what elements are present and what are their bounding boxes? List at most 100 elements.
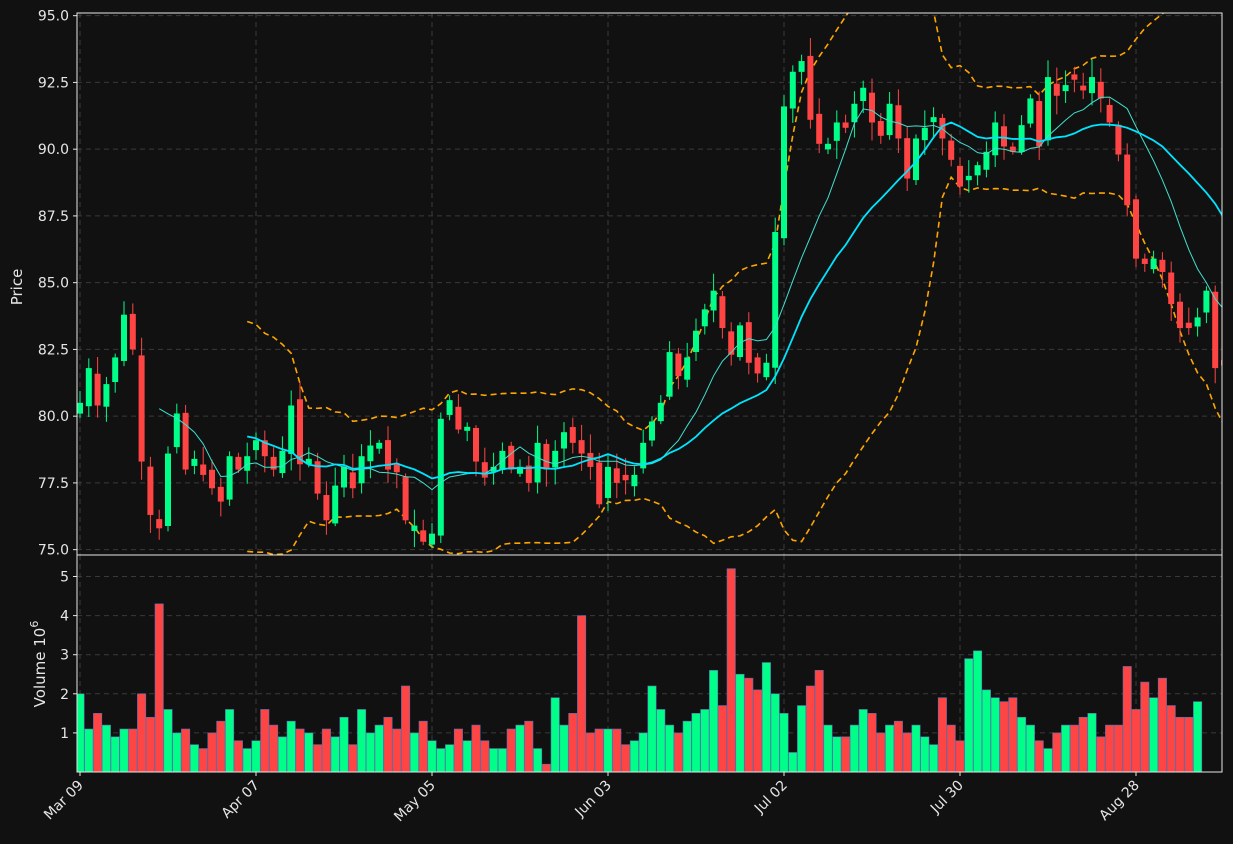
- candle-body: [895, 105, 902, 139]
- candle: [763, 353, 770, 381]
- candle-body: [710, 290, 717, 311]
- volume-bar: [128, 728, 138, 772]
- candle: [1027, 94, 1034, 128]
- volume-panel-frame: [76, 554, 1223, 773]
- candle: [772, 217, 779, 385]
- volume-bar: [172, 732, 182, 772]
- candle-body: [226, 456, 233, 500]
- candle-body: [640, 442, 647, 469]
- volume-bar: [832, 736, 842, 772]
- volume-bar: [445, 744, 455, 772]
- volume-bar: [709, 670, 719, 772]
- candle-body: [305, 458, 312, 465]
- candle-body: [165, 453, 171, 527]
- volume-bar: [858, 709, 868, 772]
- volume-bar: [656, 709, 666, 772]
- volume-bar: [700, 709, 710, 772]
- candle: [244, 442, 251, 484]
- candle: [825, 137, 831, 155]
- volume-bar: [1193, 701, 1203, 772]
- volume-bar: [489, 748, 499, 772]
- volume-tick-label: 3: [60, 648, 69, 664]
- candle: [552, 440, 559, 485]
- volume-bar: [585, 732, 595, 772]
- candle-body: [1168, 272, 1175, 305]
- candle-body: [957, 165, 963, 187]
- candle: [745, 312, 752, 375]
- price-tick-label: 87.5: [38, 209, 69, 225]
- candle-body: [605, 466, 611, 498]
- volume-bar: [453, 728, 463, 772]
- volume-bar: [612, 728, 622, 772]
- candle-body: [297, 399, 303, 465]
- volume-bar: [374, 724, 384, 772]
- candle: [869, 78, 875, 141]
- candle: [860, 80, 867, 114]
- volume-bar: [594, 728, 604, 772]
- candle-body: [182, 412, 189, 470]
- candle: [323, 481, 330, 535]
- volume-bar: [401, 685, 411, 772]
- candle: [1177, 293, 1183, 343]
- candle-body: [288, 405, 295, 454]
- candle: [173, 403, 180, 454]
- volume-bar: [1017, 716, 1027, 772]
- candle: [649, 416, 655, 447]
- candle-body: [1009, 146, 1016, 152]
- volume-bar: [339, 716, 349, 772]
- candle: [209, 459, 215, 495]
- candle: [921, 110, 928, 155]
- candle-body: [789, 71, 796, 109]
- candle: [798, 54, 805, 85]
- volume-bar: [110, 736, 120, 772]
- candle: [129, 303, 136, 355]
- candle-body: [816, 113, 823, 144]
- candle-body: [569, 427, 576, 443]
- volume-bar: [788, 752, 798, 772]
- candle: [666, 341, 673, 400]
- volume-bar: [242, 748, 252, 772]
- volume-bar: [929, 744, 939, 772]
- candle-body: [261, 440, 268, 457]
- candlesticks: [77, 38, 1222, 549]
- volume-bar: [849, 724, 859, 772]
- candle: [631, 466, 638, 497]
- volume-bar: [365, 732, 375, 772]
- volume-bar: [462, 740, 472, 772]
- volume-bar: [1105, 724, 1115, 772]
- price-tick-label: 75.0: [38, 543, 69, 559]
- candle-body: [490, 466, 497, 472]
- candle-body: [411, 525, 418, 531]
- candle-body: [1141, 258, 1148, 264]
- candle-body: [798, 61, 805, 72]
- price-tick-label: 77.5: [38, 476, 69, 492]
- volume-bar: [1184, 716, 1194, 772]
- candle: [904, 127, 911, 191]
- candle: [754, 353, 761, 383]
- volume-bar: [506, 728, 516, 772]
- candle-body: [244, 456, 251, 471]
- volume-bar: [321, 728, 331, 772]
- volume-bar: [145, 716, 155, 772]
- candle: [1185, 307, 1192, 335]
- volume-bar: [1061, 724, 1071, 772]
- volume-bar: [876, 732, 886, 772]
- volume-bar: [154, 603, 164, 772]
- candle-body: [1212, 291, 1219, 369]
- candle: [341, 454, 347, 498]
- candle: [1194, 307, 1201, 337]
- candle-body: [1115, 124, 1122, 155]
- candle: [578, 424, 585, 471]
- volume-bar: [629, 740, 639, 772]
- candle: [446, 395, 453, 421]
- candle-body: [948, 140, 955, 160]
- volume-bar: [823, 724, 833, 772]
- candle: [657, 395, 664, 425]
- candle-body: [446, 400, 453, 415]
- candle: [640, 429, 647, 474]
- candle-body: [358, 456, 365, 484]
- candle-body: [851, 103, 858, 123]
- price-tick-label: 85.0: [38, 276, 69, 292]
- candle: [851, 91, 858, 138]
- candle-body: [508, 445, 515, 470]
